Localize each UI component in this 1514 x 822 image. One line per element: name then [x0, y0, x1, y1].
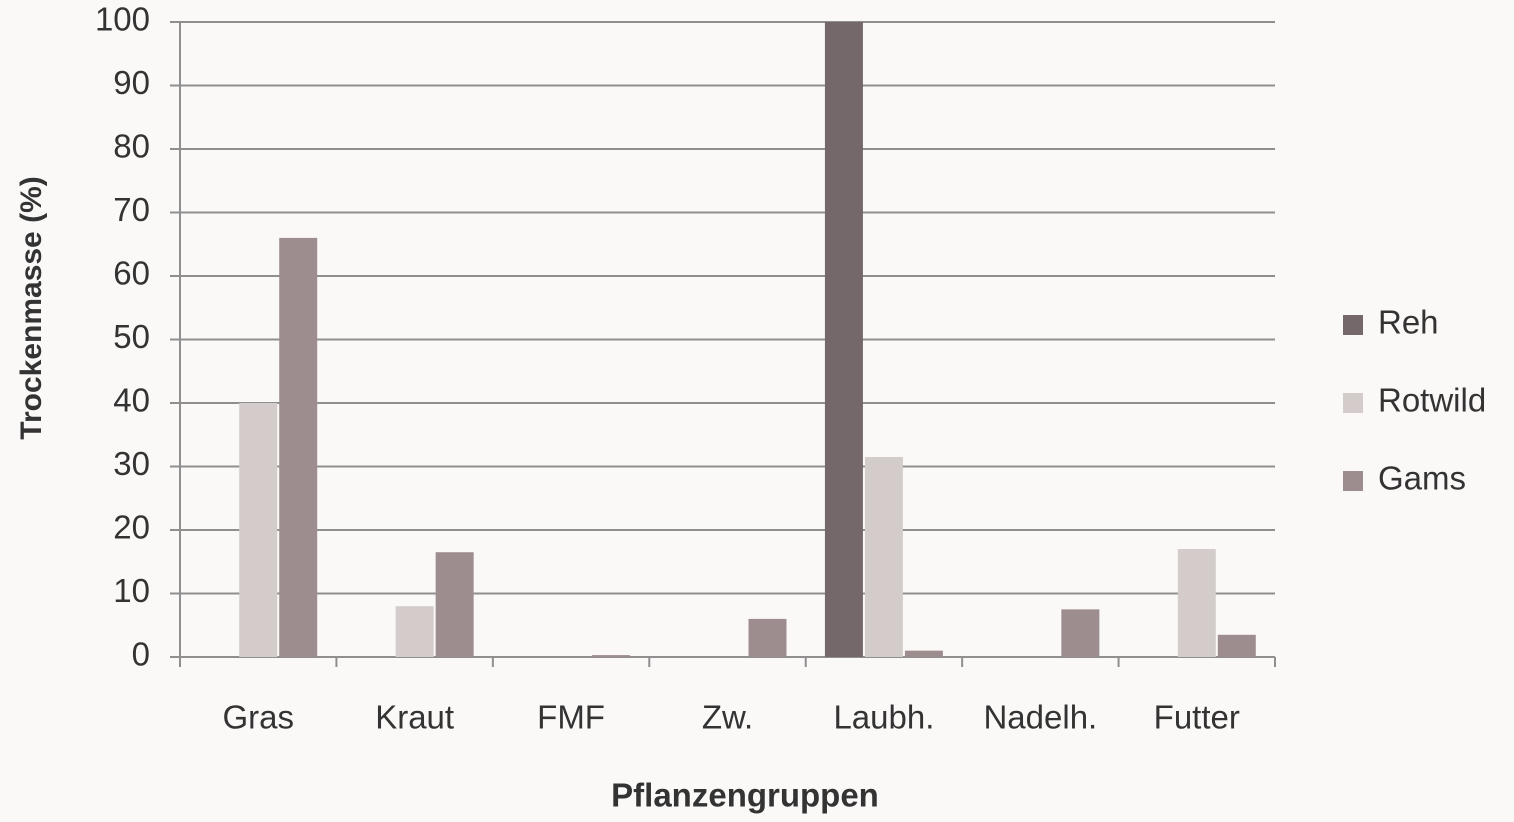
- y-tick-label: 10: [113, 572, 150, 609]
- bar: [864, 456, 903, 657]
- legend-label: Rotwild: [1378, 382, 1486, 419]
- legend-swatch: [1343, 471, 1363, 491]
- legend-swatch: [1343, 315, 1363, 335]
- bar: [279, 237, 318, 657]
- x-tick-label: Gras: [222, 699, 294, 736]
- y-tick-label: 50: [113, 318, 150, 355]
- y-tick-label: 100: [95, 1, 150, 38]
- legend-swatch: [1343, 393, 1363, 413]
- bar: [435, 552, 474, 657]
- bar: [748, 618, 787, 657]
- y-tick-label: 0: [132, 636, 150, 673]
- y-tick-label: 40: [113, 382, 150, 419]
- x-tick-label: Kraut: [375, 699, 454, 736]
- y-tick-label: 90: [113, 64, 150, 101]
- bar: [824, 22, 863, 657]
- y-tick-label: 20: [113, 509, 150, 546]
- bar: [395, 606, 434, 657]
- y-tick-label: 30: [113, 445, 150, 482]
- y-tick-label: 60: [113, 255, 150, 292]
- x-tick-label: Laubh.: [833, 699, 934, 736]
- bar: [592, 655, 631, 657]
- x-tick-label: FMF: [537, 699, 605, 736]
- x-tick-label: Zw.: [702, 699, 753, 736]
- legend-label: Reh: [1378, 304, 1439, 341]
- bar: [1061, 609, 1100, 657]
- y-tick-label: 80: [113, 128, 150, 165]
- bar: [1177, 549, 1216, 657]
- bar: [1217, 634, 1256, 657]
- bar: [239, 403, 278, 657]
- y-tick-label: 70: [113, 191, 150, 228]
- legend-label: Gams: [1378, 460, 1466, 497]
- x-tick-label: Nadelh.: [983, 699, 1097, 736]
- x-axis-title: Pflanzengruppen: [611, 777, 879, 814]
- bar: [904, 650, 943, 657]
- y-axis-title: Trockenmasse (%): [15, 176, 48, 439]
- x-tick-label: Futter: [1154, 699, 1240, 736]
